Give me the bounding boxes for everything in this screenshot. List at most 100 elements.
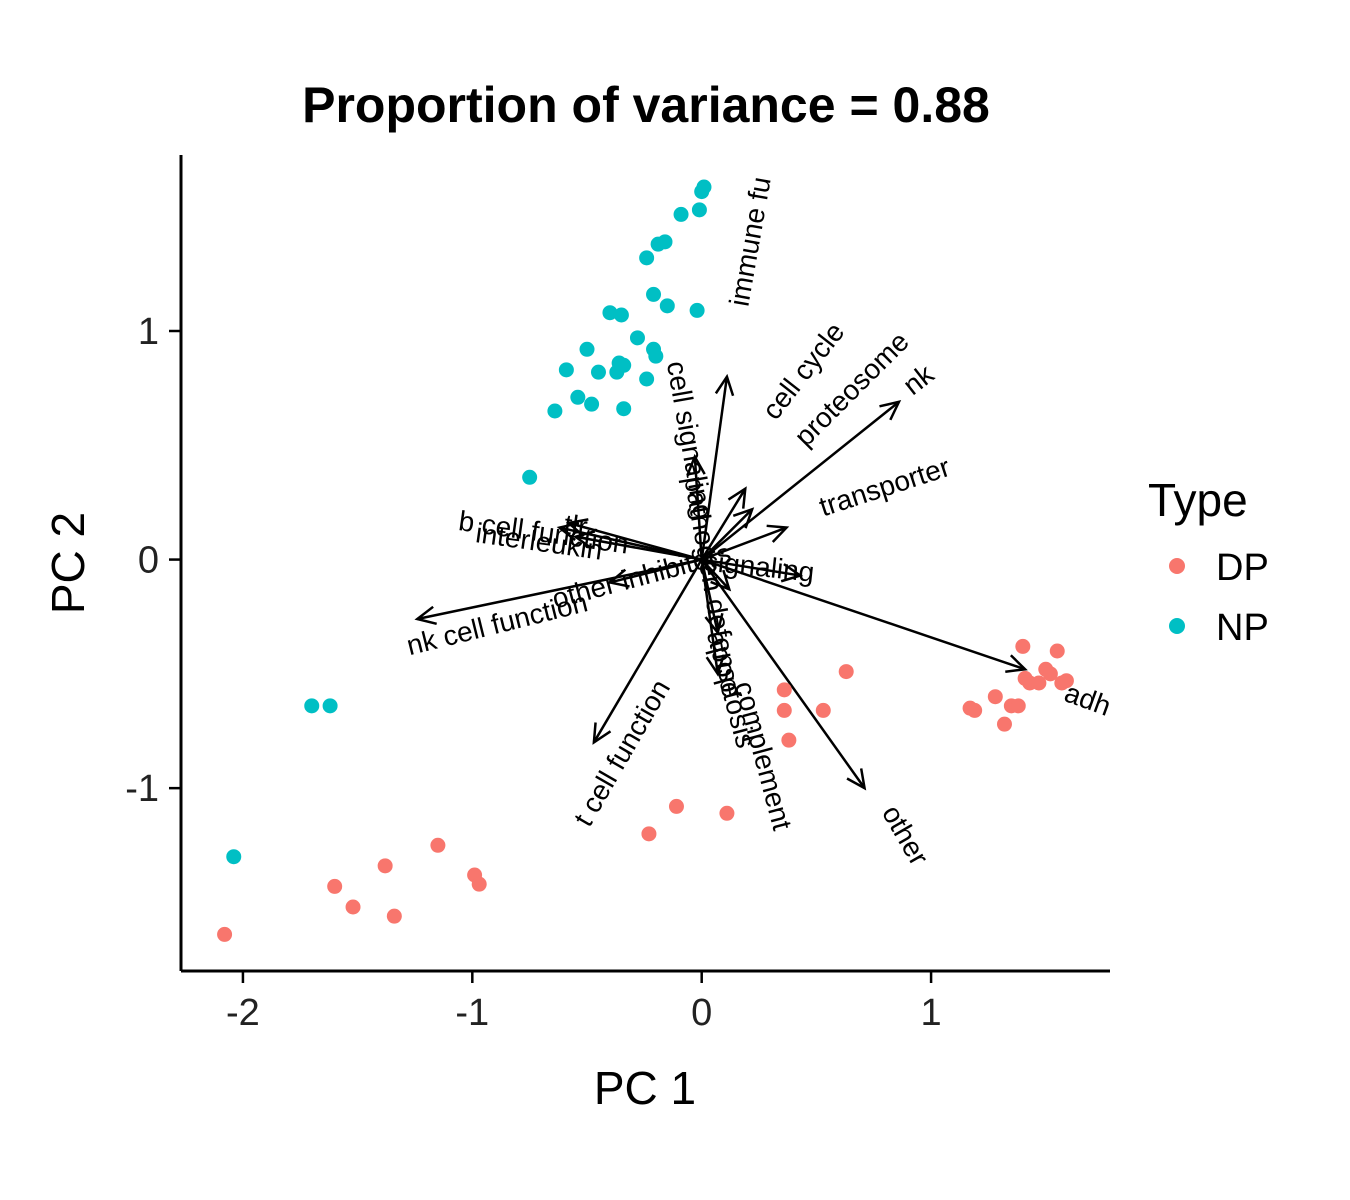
- data-point-dp: [217, 926, 233, 942]
- data-point-np: [613, 307, 629, 323]
- data-point-dp: [815, 702, 831, 718]
- y-axis-title: PC 2: [42, 512, 94, 614]
- legend-key-np: [1169, 618, 1185, 634]
- loading-label: complement: [729, 678, 798, 834]
- loading-arrow: [701, 526, 788, 561]
- data-point-dp: [430, 837, 446, 853]
- data-point-dp: [1042, 666, 1058, 682]
- loading-arrow: [609, 558, 703, 584]
- loading-arrow: [700, 488, 747, 561]
- data-point-dp: [1049, 643, 1065, 659]
- data-point-np: [629, 330, 645, 346]
- data-point-dp: [1010, 698, 1026, 714]
- data-point-dp: [668, 798, 684, 814]
- loading-arrow: [701, 558, 801, 577]
- data-point-dp: [996, 716, 1012, 732]
- loading-arrow: [700, 508, 754, 561]
- legend-label-np: NP: [1216, 607, 1269, 649]
- x-tick-label: -2: [226, 992, 260, 1034]
- loading-arrow: [700, 400, 900, 561]
- legend-key-dp: [1169, 558, 1185, 574]
- x-tick-label: 0: [691, 992, 712, 1034]
- data-point-dp: [1031, 675, 1047, 691]
- loading-arrow: [701, 558, 1026, 671]
- data-point-dp: [386, 908, 402, 924]
- data-point-np: [616, 357, 632, 373]
- x-tick-label: 1: [921, 992, 942, 1034]
- arrow-head: [607, 568, 630, 588]
- arrow-head: [879, 400, 902, 421]
- loading-label: t cell function: [568, 674, 677, 831]
- arrow-head: [766, 524, 790, 543]
- loading-arrow: [700, 558, 866, 789]
- loading-arrow: [700, 376, 729, 560]
- arrow-head: [727, 486, 747, 509]
- data-point-np: [646, 286, 662, 302]
- data-point-np: [570, 389, 586, 405]
- data-point-dp: [781, 732, 797, 748]
- data-point-np: [696, 179, 712, 195]
- data-point-dp: [838, 664, 854, 680]
- legend-label-dp: DP: [1216, 547, 1269, 589]
- x-axis-ticks: -2 -1 0 1: [226, 971, 942, 1034]
- data-point-dp: [967, 702, 983, 718]
- chart-title: Proportion of variance = 0.88: [302, 77, 990, 133]
- legend-title: Type: [1148, 474, 1248, 526]
- data-point-dp: [1015, 638, 1031, 654]
- arrow-head: [592, 722, 612, 745]
- data-point-np: [226, 849, 242, 865]
- loading-arrow: [592, 558, 703, 744]
- loading-label: tlr: [562, 509, 589, 543]
- arrow-head: [714, 373, 735, 397]
- y-tick-label: -1: [125, 768, 159, 810]
- y-tick-label: 0: [138, 540, 159, 582]
- arrow-head: [565, 518, 589, 538]
- loading-arrow: [693, 456, 703, 560]
- data-point-dp: [345, 899, 361, 915]
- data-point-np: [584, 396, 600, 412]
- arrow-head: [780, 563, 804, 583]
- arrow-head: [414, 605, 437, 626]
- arrow-head: [1005, 654, 1028, 673]
- data-point-np: [691, 202, 707, 218]
- data-point-np: [547, 403, 563, 419]
- data-point-dp: [327, 878, 343, 894]
- data-point-dp: [1058, 673, 1074, 689]
- loading-arrow: [575, 535, 702, 561]
- y-axis-ticks: -1 0 1: [125, 311, 181, 810]
- data-points: [217, 179, 1074, 942]
- arrow-head: [572, 530, 596, 550]
- data-point-np: [558, 362, 574, 378]
- loading-arrow: [417, 558, 702, 621]
- data-point-np: [639, 371, 655, 387]
- data-point-dp: [377, 858, 393, 874]
- data-point-dp: [641, 826, 657, 842]
- loading-label: nk: [897, 358, 940, 401]
- loading-label: pathogen defense: [678, 474, 747, 700]
- data-point-np: [579, 341, 595, 357]
- data-point-np: [657, 234, 673, 250]
- loading-label: transporter: [815, 451, 953, 522]
- loading-label: other: [876, 800, 935, 871]
- data-point-np: [602, 305, 618, 321]
- data-point-dp: [776, 702, 792, 718]
- legend: Type DP NP: [1148, 474, 1269, 649]
- arrow-head: [846, 768, 867, 791]
- data-point-np: [659, 298, 675, 314]
- data-point-np: [673, 206, 689, 222]
- arrow-head: [705, 654, 726, 677]
- arrow-head: [686, 453, 706, 476]
- data-point-np: [639, 250, 655, 266]
- data-point-dp: [719, 805, 735, 821]
- data-point-np: [322, 698, 338, 714]
- loading-arrow: [700, 558, 731, 591]
- data-point-np: [689, 302, 705, 318]
- loading-label: immune fu: [723, 174, 776, 308]
- data-point-np: [590, 364, 606, 380]
- data-point-dp: [471, 876, 487, 892]
- data-point-np: [648, 348, 664, 364]
- arrow-head: [710, 569, 732, 592]
- loading-arrow: [700, 559, 719, 675]
- data-point-np: [522, 469, 538, 485]
